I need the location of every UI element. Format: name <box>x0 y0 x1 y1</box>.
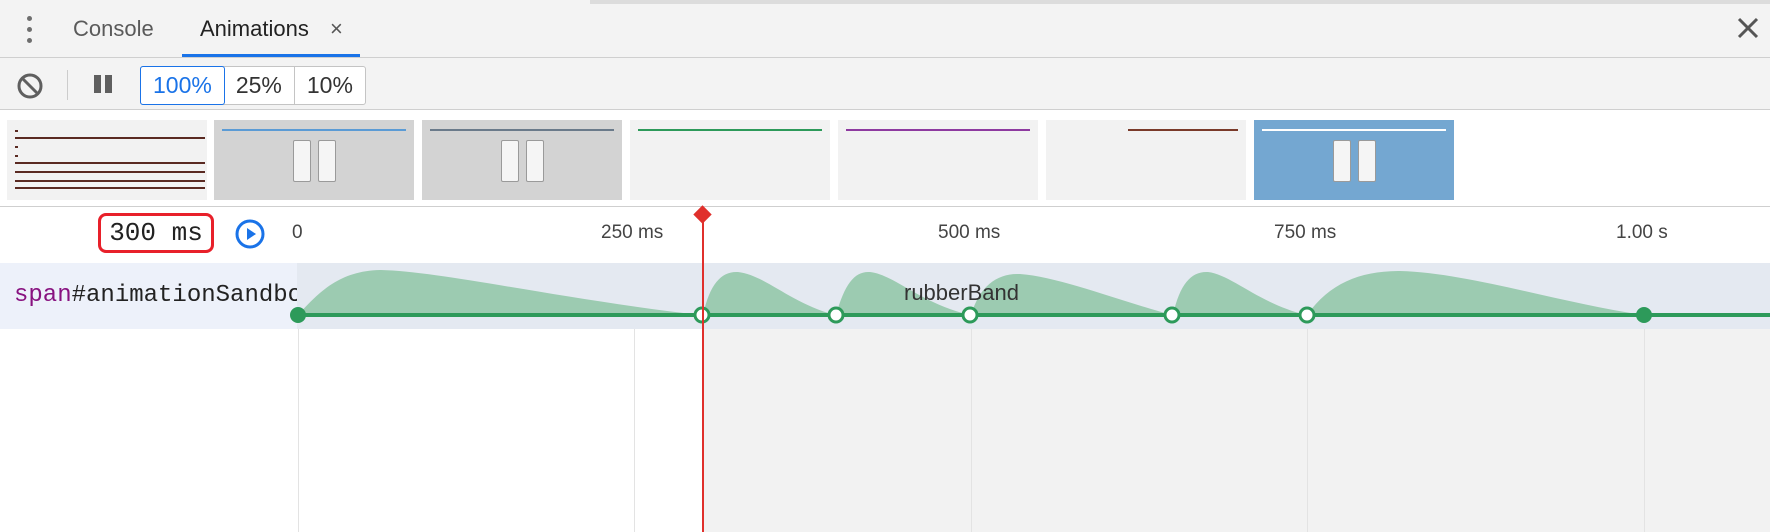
tick-label: 500 ms <box>938 222 1001 243</box>
animation-group-thumbnail-selected[interactable] <box>1254 120 1454 200</box>
animated-node-selector[interactable]: span#animationSandbox <box>14 282 297 309</box>
animation-track[interactable] <box>0 263 1770 329</box>
block-icon[interactable] <box>16 72 44 100</box>
toolbar-divider <box>67 70 68 100</box>
current-time-label: 300 ms <box>98 213 214 253</box>
node-id: #animationSandbox <box>71 282 297 309</box>
tick-label: 250 ms <box>601 222 664 243</box>
keyframe-marker <box>1163 306 1181 324</box>
animation-group-thumbnail[interactable] <box>422 120 622 200</box>
close-icon[interactable] <box>1734 14 1762 42</box>
tab-animations[interactable]: Animations <box>200 16 309 41</box>
tick-label: 0 <box>292 222 303 243</box>
play-circle-icon[interactable] <box>234 218 266 250</box>
keyframe-marker <box>961 306 979 324</box>
animation-row-label-bg <box>0 263 297 329</box>
speed-10-button[interactable]: 10% <box>306 72 353 98</box>
keyframe-marker <box>1298 306 1316 324</box>
keyframe-curve <box>298 270 700 315</box>
grid-line <box>1644 263 1645 532</box>
grid-line <box>1307 263 1308 532</box>
grid-line <box>298 263 299 532</box>
grid-line <box>971 263 972 532</box>
animation-start-point <box>290 307 306 323</box>
tab-console[interactable]: Console <box>73 16 154 41</box>
drawer-tab-bar <box>0 0 1770 58</box>
animation-end-point <box>1636 307 1652 323</box>
playback-speed-group: 100% 25% 10% <box>140 66 366 105</box>
active-tab-indicator <box>182 54 360 57</box>
keyframe-curve <box>1307 271 1644 315</box>
node-tag: span <box>14 282 72 309</box>
pause-icon[interactable] <box>94 75 118 97</box>
tab-bar-top-edge <box>590 0 1770 4</box>
animation-name-label: rubberBand <box>904 280 1019 305</box>
keyframe-curve <box>836 271 970 315</box>
keyframe-curve <box>703 271 835 315</box>
animation-group-thumbnail[interactable] <box>214 120 414 200</box>
keyframe-curve <box>1173 271 1306 315</box>
keyframe-curve <box>971 273 1172 315</box>
playhead-line[interactable] <box>702 214 704 532</box>
tick-label: 1.00 s <box>1616 222 1668 243</box>
animation-group-thumbnail[interactable] <box>838 120 1038 200</box>
keyframe-marker <box>827 306 845 324</box>
tick-label: 750 ms <box>1274 222 1337 243</box>
grid-line <box>634 263 635 532</box>
animation-group-thumbnail[interactable] <box>1046 120 1246 200</box>
speed-25-button[interactable]: 25% <box>224 67 295 104</box>
speed-100-button[interactable]: 100% <box>140 66 225 105</box>
kebab-menu-icon[interactable] <box>22 14 36 46</box>
close-tab-icon[interactable]: × <box>330 16 343 41</box>
animation-group-thumbnail[interactable] <box>630 120 830 200</box>
animation-group-thumbnail[interactable] <box>7 120 207 200</box>
